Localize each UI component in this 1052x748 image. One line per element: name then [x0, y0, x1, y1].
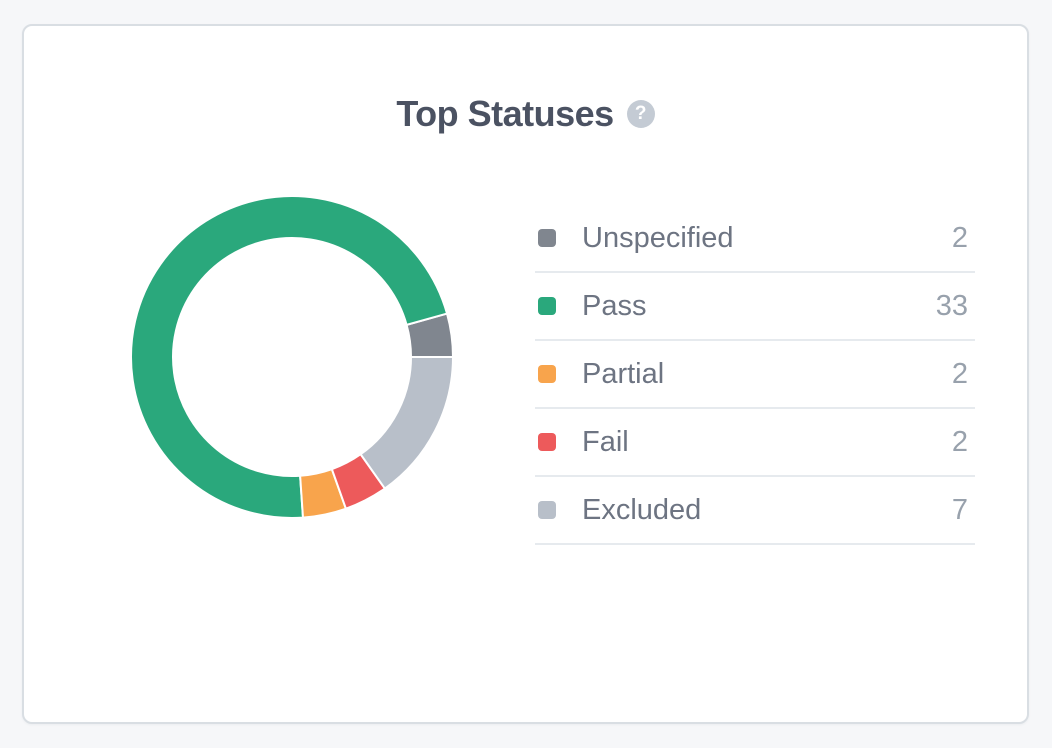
- legend-label: Excluded: [582, 493, 702, 526]
- legend-row-pass[interactable]: Pass 33: [535, 273, 975, 341]
- legend-value: 2: [951, 221, 968, 254]
- legend-swatch-icon: [538, 501, 556, 519]
- legend-row-partial[interactable]: Partial 2: [535, 341, 975, 409]
- legend-swatch-icon: [538, 365, 556, 383]
- legend-value: 7: [951, 493, 968, 526]
- legend-value: 33: [935, 289, 968, 322]
- legend-row-excluded[interactable]: Excluded 7: [535, 477, 975, 545]
- donut-segment-partial[interactable]: [299, 467, 348, 519]
- legend-row-unspecified[interactable]: Unspecified 2: [535, 205, 975, 273]
- donut-segment-pass[interactable]: [130, 195, 449, 519]
- top-statuses-card: Top Statuses ? Unspecified 2 Pass 33 Par…: [22, 24, 1029, 724]
- legend-swatch-icon: [538, 297, 556, 315]
- legend-value: 2: [951, 425, 968, 458]
- legend-swatch-icon: [538, 229, 556, 247]
- help-icon[interactable]: ?: [626, 99, 655, 128]
- donut-chart[interactable]: [130, 195, 454, 519]
- donut-segment-fail[interactable]: [330, 452, 387, 510]
- card-title: Top Statuses: [396, 93, 614, 134]
- legend-label: Partial: [582, 357, 665, 390]
- legend-swatch-icon: [538, 433, 556, 451]
- legend: Unspecified 2 Pass 33 Partial 2 Fail 2 E…: [535, 205, 975, 545]
- donut-segment-excluded[interactable]: [359, 356, 454, 490]
- legend-label: Unspecified: [582, 221, 734, 254]
- legend-label: Pass: [582, 289, 647, 322]
- legend-value: 2: [951, 357, 968, 390]
- card-header: Top Statuses ?: [24, 92, 1027, 135]
- legend-label: Fail: [582, 425, 629, 458]
- legend-row-fail[interactable]: Fail 2: [535, 409, 975, 477]
